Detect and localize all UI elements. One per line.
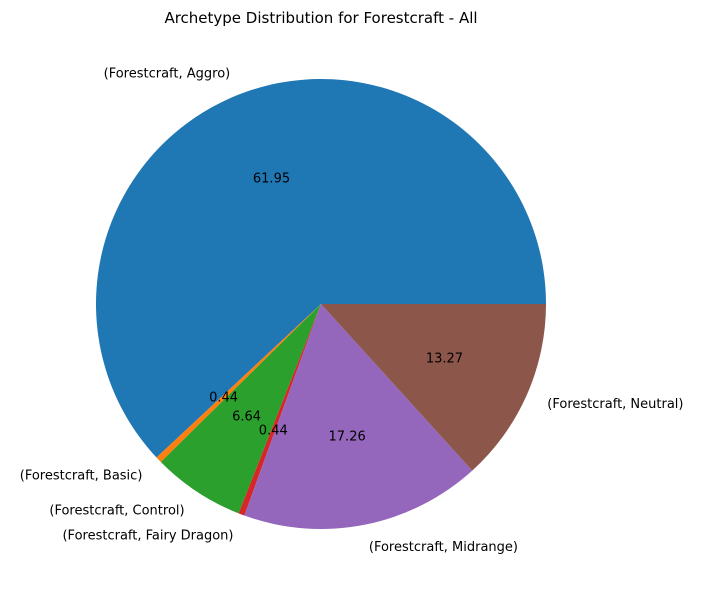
slice-category-label: (Forestcraft, Basic) — [20, 468, 143, 483]
pie-slice — [238, 304, 321, 516]
slice-percent-label: 0.44 — [259, 423, 288, 438]
slice-category-label: (Forestcraft, Fairy Dragon) — [62, 529, 233, 544]
slice-category-label: (Forestcraft, Neutral) — [547, 397, 683, 412]
slice-percent-label: 61.95 — [253, 171, 290, 186]
pie-slices — [96, 79, 547, 529]
slice-category-label: (Forestcraft, Control) — [49, 504, 184, 519]
pie-slice — [244, 304, 473, 529]
pie-slice — [156, 304, 321, 462]
pie-slice — [321, 304, 546, 471]
slice-percent-label: 13.27 — [426, 352, 463, 367]
chart-title: Archetype Distribution for Forestcraft -… — [164, 9, 477, 27]
pie-slice — [160, 304, 321, 514]
slice-percent-label: 6.64 — [232, 410, 261, 425]
slice-percent-label: 0.44 — [209, 390, 238, 405]
slice-percent-label: 17.26 — [329, 429, 366, 444]
slice-category-label: (Forestcraft, Midrange) — [369, 540, 518, 555]
pie-labels: 61.95 (Forestcraft, Aggro) 0.44 (Forestcraf… — [20, 67, 684, 555]
pie-slice — [96, 79, 547, 458]
slice-category-label: (Forestcraft, Aggro) — [104, 67, 231, 82]
